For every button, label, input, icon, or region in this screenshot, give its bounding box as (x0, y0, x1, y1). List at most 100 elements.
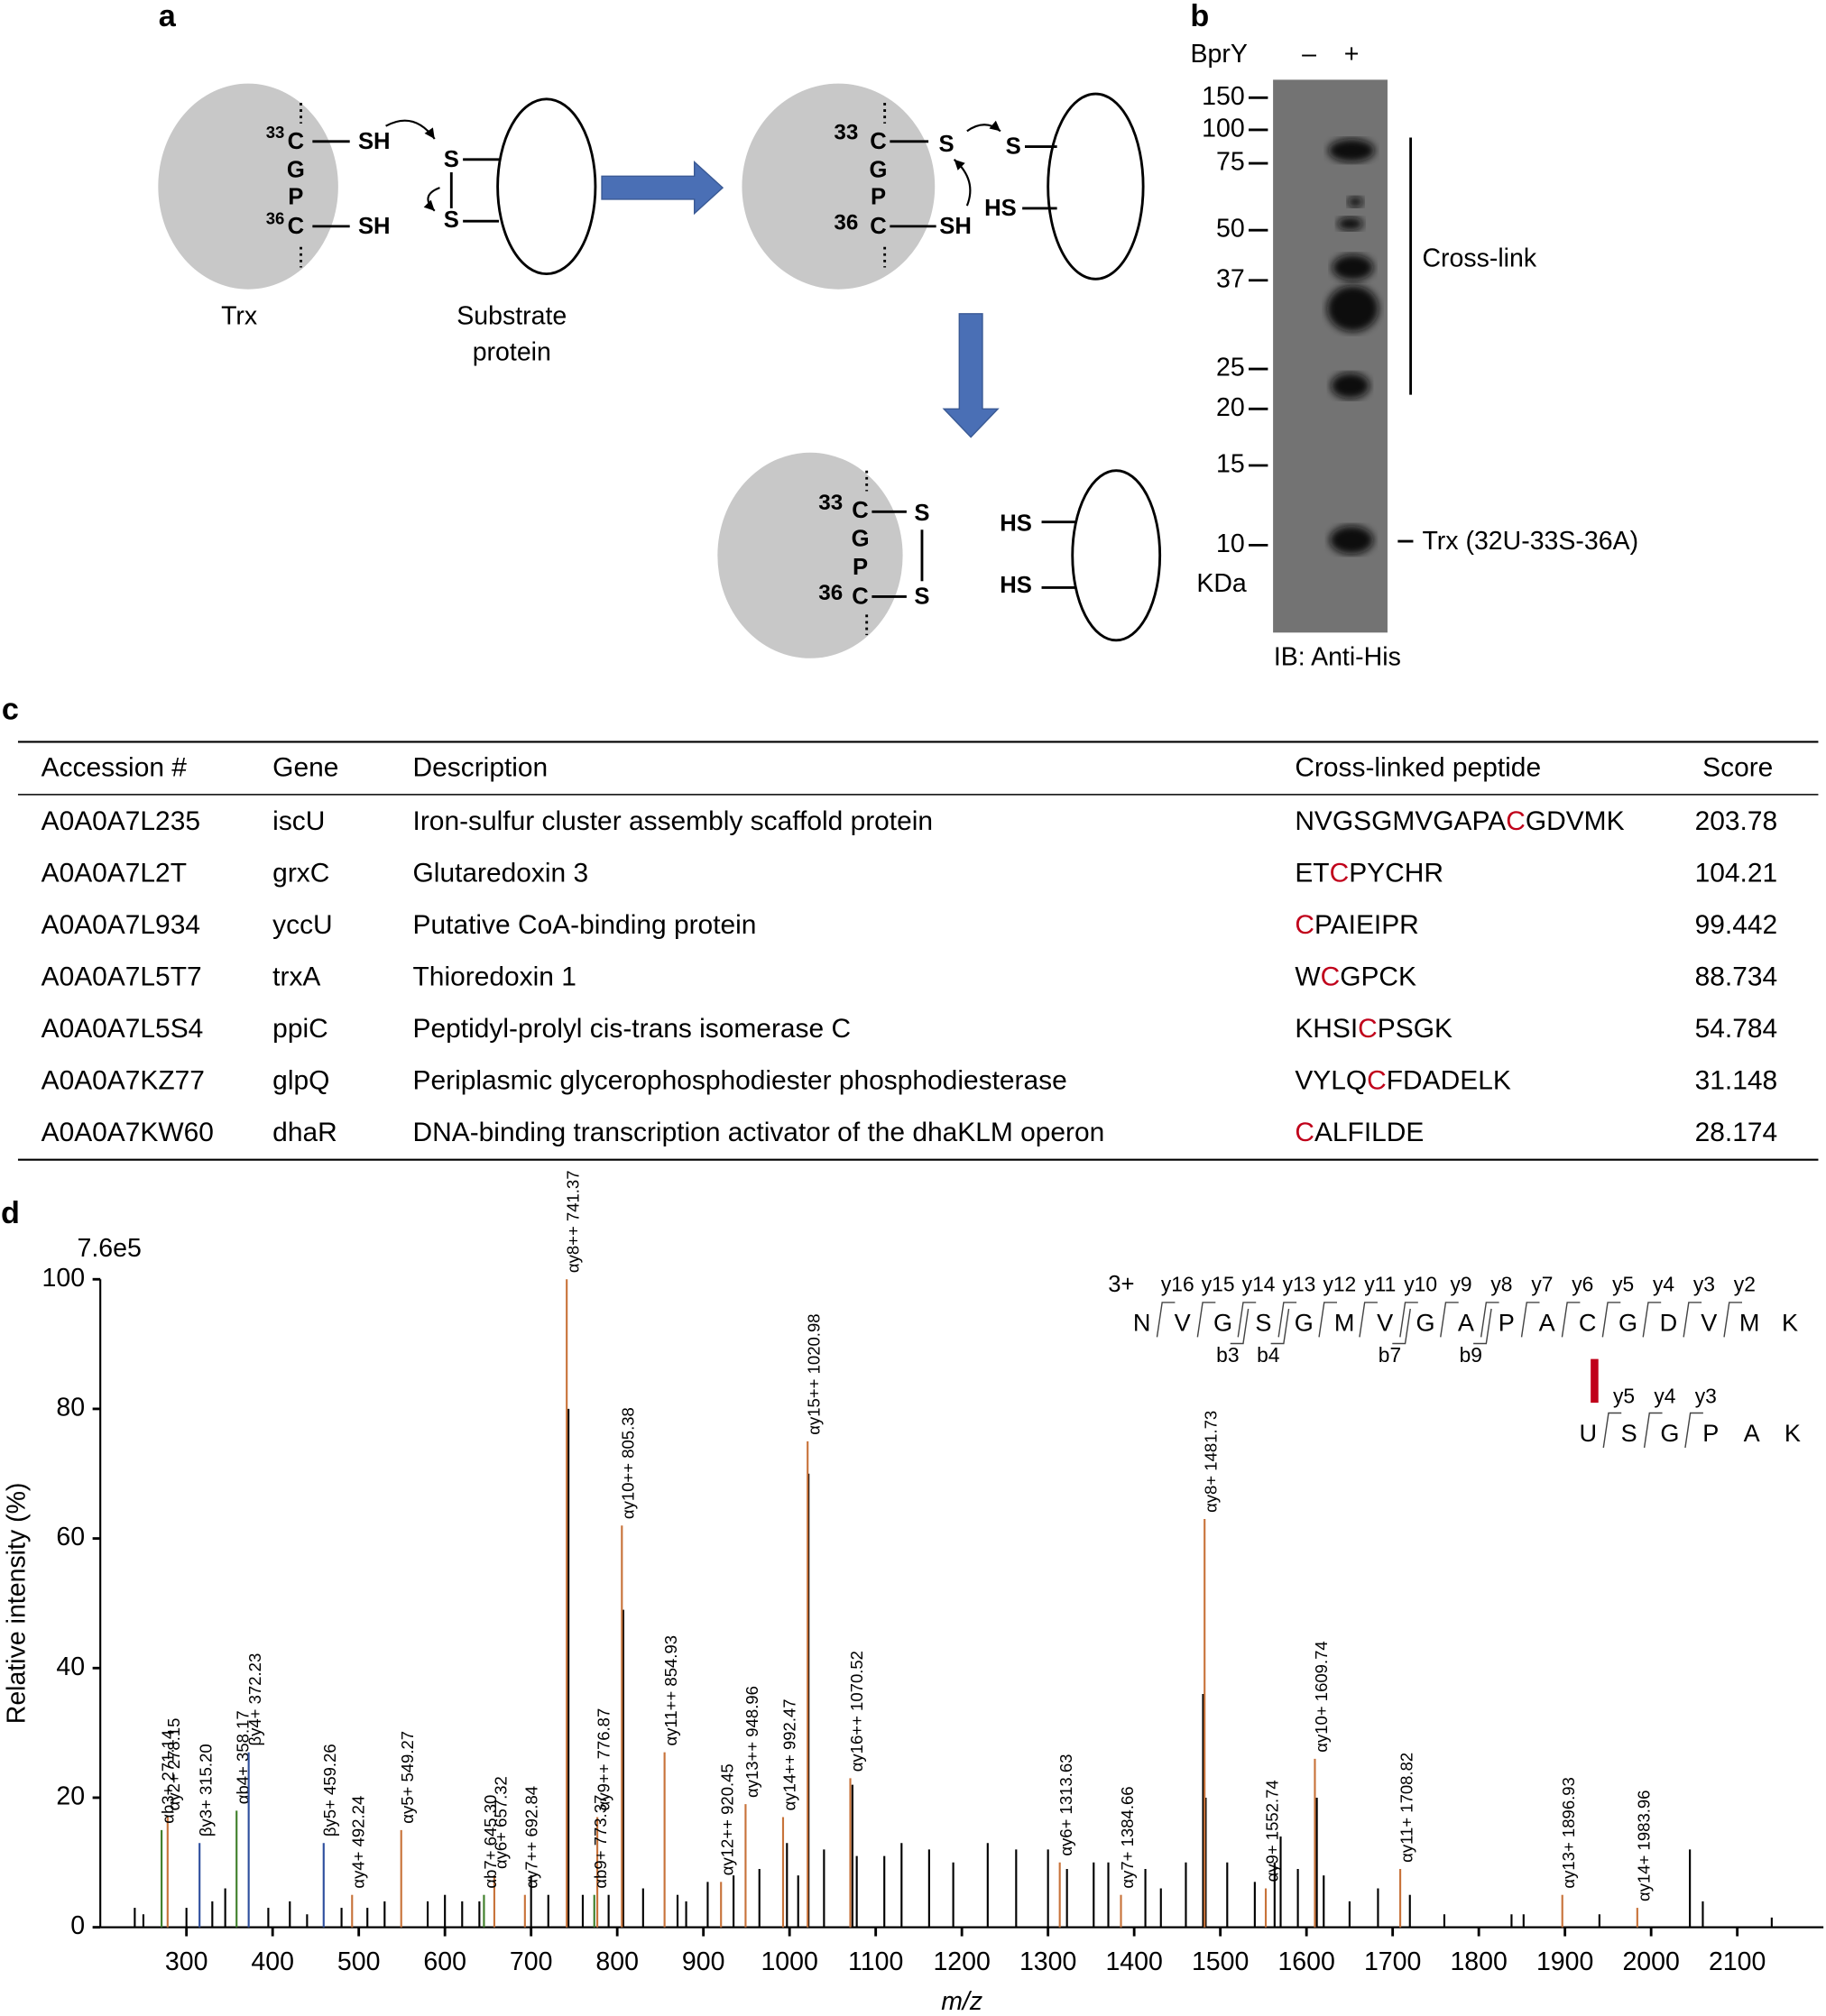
peak-label: αy5+ 549.27 (398, 1731, 417, 1824)
peptide-part: C (1506, 806, 1526, 836)
peptide-part: W (1295, 962, 1321, 991)
peptide-part: FDADELK (1387, 1065, 1511, 1095)
fragment-bracket (1683, 1302, 1702, 1338)
residue: K (1782, 1308, 1798, 1336)
unit-label: KDa (1196, 569, 1247, 598)
peak-label: αy7+ 1384.66 (1118, 1786, 1137, 1888)
table-cell: yccU (272, 910, 332, 940)
diagram-label: 36 (834, 210, 858, 235)
peptide: CPAIEIPR (1295, 910, 1418, 940)
residue: M (1739, 1308, 1760, 1336)
table-cell: Iron-sulfur cluster assembly scaffold pr… (413, 806, 934, 836)
residue: G (1416, 1308, 1434, 1336)
table-cell: grxC (272, 859, 329, 888)
y-ion: y10 (1404, 1272, 1437, 1295)
band (1326, 285, 1379, 332)
peptide-part: PYCHR (1349, 859, 1443, 888)
peptide-part: PAIEIPR (1314, 910, 1419, 940)
diagram-label: P (853, 555, 868, 580)
charge: 3+ (1108, 1272, 1134, 1297)
diagram-label: C (870, 214, 887, 239)
residue: N (1133, 1308, 1151, 1336)
residue: C (1579, 1308, 1597, 1336)
x-tick-label: 900 (682, 1947, 725, 1976)
x-tick-label: 700 (510, 1947, 553, 1976)
diagram-label: SH (939, 214, 972, 239)
b-ion: b7 (1379, 1343, 1401, 1367)
peak-label: αy4+ 492.24 (349, 1796, 368, 1889)
peak-label: αy11+ 1708.82 (1397, 1753, 1416, 1863)
marker-label: 150 (1202, 82, 1245, 111)
fragment-bracket (1480, 1302, 1499, 1338)
y-ion: y15 (1202, 1272, 1235, 1295)
y-ion: y3 (1695, 1384, 1717, 1407)
score: 203.78 (1695, 806, 1778, 836)
x-tick-label: 500 (337, 1947, 381, 1976)
diagram-label: SH (358, 214, 391, 239)
peptide-part: GPCK (1340, 962, 1416, 991)
y-axis-label: Relative intensity (%) (2, 1483, 31, 1725)
lane-label: + (1344, 40, 1360, 69)
diagram-label: Trx (221, 302, 257, 331)
residue: P (1702, 1419, 1719, 1447)
diagram-label: S (444, 207, 459, 233)
diagram-label: G (287, 157, 305, 182)
residue: A (1539, 1308, 1556, 1336)
band (1331, 373, 1370, 399)
residue: A (1458, 1308, 1475, 1336)
residue: U (1580, 1419, 1598, 1447)
trx-protein (717, 452, 903, 658)
diagram-label: G (852, 526, 870, 551)
substrate-protein (1047, 92, 1145, 281)
peptide-part: C (1295, 910, 1314, 940)
diagram-label: G (870, 157, 888, 182)
peak-label: αy13++ 948.96 (742, 1686, 761, 1798)
y-ion: y16 (1161, 1272, 1194, 1295)
y-ion: y13 (1283, 1272, 1316, 1295)
table-cell: iscU (272, 806, 325, 836)
table-cell: A0A0A7L5T7 (42, 962, 202, 991)
diagram-label: C (870, 129, 887, 154)
x-tick-label: 1300 (1019, 1947, 1076, 1976)
score: 104.21 (1695, 859, 1778, 888)
b-ion: b9 (1460, 1343, 1482, 1367)
y-ion: y14 (1242, 1272, 1276, 1295)
fragment-bracket (1156, 1302, 1176, 1338)
peptide: WCGPCK (1295, 962, 1416, 991)
diagram-label: 33 (266, 123, 285, 142)
score: 99.442 (1695, 910, 1778, 940)
y-tick-label: 60 (56, 1523, 85, 1551)
peptide: ETCPYCHR (1295, 859, 1443, 888)
fragment-bracket (1359, 1302, 1378, 1338)
residue: G (1213, 1308, 1232, 1336)
diagram-label: 33 (818, 491, 843, 515)
x-tick-label: 1500 (1192, 1947, 1249, 1976)
marker-label: 50 (1216, 215, 1245, 244)
reaction-arrow (385, 119, 436, 140)
table-cell: DNA-binding transcription activator of t… (413, 1118, 1105, 1147)
peptide-part: C (1358, 1014, 1378, 1044)
peptide-part: KHSI (1295, 1014, 1358, 1044)
diagram-label: S (914, 585, 929, 610)
arrow-head (989, 120, 1001, 132)
peak-label: αy10+ 1609.74 (1312, 1641, 1331, 1752)
fragment-bracket (1392, 1308, 1411, 1345)
residue: S (1621, 1419, 1637, 1447)
y-tick-label: 0 (70, 1911, 85, 1940)
diagram-label: HS (984, 196, 1017, 221)
fragment-bracket (1230, 1308, 1250, 1345)
fragment-bracket (1473, 1308, 1492, 1345)
x-tick-label: 2100 (1709, 1947, 1766, 1976)
residue: S (1255, 1308, 1271, 1336)
peak-label: βy5+ 459.26 (320, 1744, 339, 1836)
residue: G (1295, 1308, 1314, 1336)
band (1332, 254, 1374, 281)
x-axis-label: m/z (941, 1987, 982, 2016)
peak-label: βy3+ 315.20 (197, 1744, 216, 1836)
column-header: Gene (272, 752, 338, 782)
fragment-bracket (1643, 1412, 1663, 1449)
diagram-label: protein (473, 338, 551, 367)
diagram-label: 33 (834, 121, 858, 145)
fragment-bracket (1277, 1302, 1297, 1338)
